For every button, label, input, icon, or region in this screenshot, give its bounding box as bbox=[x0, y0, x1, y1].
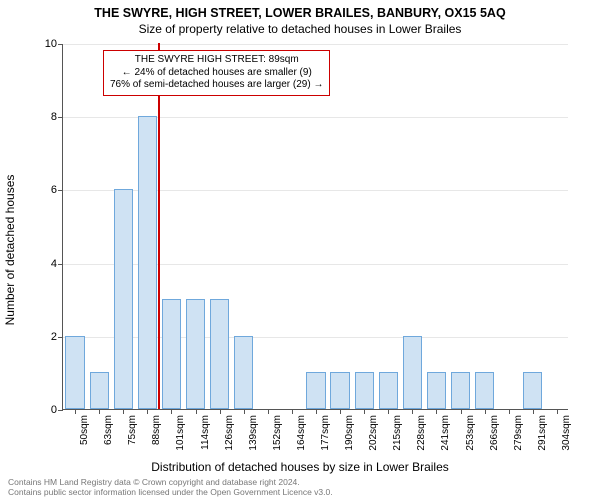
chart-title-main: THE SWYRE, HIGH STREET, LOWER BRAILES, B… bbox=[0, 0, 600, 20]
x-tick-mark bbox=[220, 409, 221, 414]
x-tick-label: 215sqm bbox=[392, 415, 403, 451]
bar bbox=[114, 189, 133, 409]
x-tick-mark bbox=[364, 409, 365, 414]
x-tick-label: 202sqm bbox=[368, 415, 379, 451]
bar bbox=[451, 372, 470, 409]
bar bbox=[210, 299, 229, 409]
x-tick-label: 75sqm bbox=[127, 415, 138, 445]
x-tick-mark bbox=[268, 409, 269, 414]
y-tick-mark bbox=[58, 190, 63, 191]
x-tick-label: 164sqm bbox=[296, 415, 307, 451]
y-tick-label: 2 bbox=[51, 331, 57, 343]
bar bbox=[355, 372, 374, 409]
x-tick-label: 152sqm bbox=[272, 415, 283, 451]
x-axis-label: Distribution of detached houses by size … bbox=[151, 460, 449, 474]
y-tick-mark bbox=[58, 44, 63, 45]
x-tick-mark bbox=[509, 409, 510, 414]
x-tick-mark bbox=[533, 409, 534, 414]
y-tick-mark bbox=[58, 337, 63, 338]
x-tick-mark bbox=[436, 409, 437, 414]
x-tick-mark bbox=[171, 409, 172, 414]
y-tick-label: 6 bbox=[51, 184, 57, 196]
bar bbox=[65, 336, 84, 409]
bar bbox=[306, 372, 325, 409]
x-tick-label: 304sqm bbox=[561, 415, 572, 451]
y-tick-label: 4 bbox=[51, 258, 57, 270]
x-tick-mark bbox=[388, 409, 389, 414]
chart-container: THE SWYRE, HIGH STREET, LOWER BRAILES, B… bbox=[0, 0, 600, 500]
x-tick-mark bbox=[292, 409, 293, 414]
x-tick-mark bbox=[412, 409, 413, 414]
x-tick-mark bbox=[147, 409, 148, 414]
x-tick-label: 291sqm bbox=[537, 415, 548, 451]
bar bbox=[403, 336, 422, 409]
bar bbox=[138, 116, 157, 409]
chart-subtitle: Size of property relative to detached ho… bbox=[0, 20, 600, 36]
annotation-box: THE SWYRE HIGH STREET: 89sqm← 24% of det… bbox=[103, 50, 330, 96]
plot-area: 024681050sqm63sqm75sqm88sqm101sqm114sqm1… bbox=[62, 44, 568, 410]
y-tick-mark bbox=[58, 117, 63, 118]
x-tick-label: 253sqm bbox=[465, 415, 476, 451]
x-tick-label: 228sqm bbox=[416, 415, 427, 451]
x-tick-label: 279sqm bbox=[513, 415, 524, 451]
bar bbox=[427, 372, 446, 409]
y-tick-mark bbox=[58, 410, 63, 411]
bar bbox=[186, 299, 205, 409]
x-tick-label: 88sqm bbox=[151, 415, 162, 445]
x-tick-label: 177sqm bbox=[320, 415, 331, 451]
x-tick-mark bbox=[461, 409, 462, 414]
bar bbox=[330, 372, 349, 409]
x-tick-mark bbox=[244, 409, 245, 414]
x-tick-mark bbox=[340, 409, 341, 414]
x-tick-label: 63sqm bbox=[103, 415, 114, 445]
annotation-smaller: ← 24% of detached houses are smaller (9) bbox=[110, 67, 323, 80]
x-tick-mark bbox=[485, 409, 486, 414]
x-tick-mark bbox=[123, 409, 124, 414]
y-axis-label: Number of detached houses bbox=[3, 175, 17, 326]
y-tick-label: 8 bbox=[51, 111, 57, 123]
x-tick-mark bbox=[316, 409, 317, 414]
x-tick-mark bbox=[99, 409, 100, 414]
footer-line2: Contains public sector information licen… bbox=[8, 488, 333, 498]
x-tick-mark bbox=[196, 409, 197, 414]
bar bbox=[379, 372, 398, 409]
annotation-larger: 76% of semi-detached houses are larger (… bbox=[110, 79, 323, 92]
bar bbox=[475, 372, 494, 409]
x-tick-mark bbox=[75, 409, 76, 414]
x-tick-label: 266sqm bbox=[489, 415, 500, 451]
gridline bbox=[63, 44, 568, 45]
x-tick-label: 50sqm bbox=[79, 415, 90, 445]
bar bbox=[90, 372, 109, 409]
bar bbox=[523, 372, 542, 409]
x-tick-label: 114sqm bbox=[200, 415, 211, 450]
x-tick-label: 241sqm bbox=[440, 415, 451, 451]
x-tick-label: 126sqm bbox=[224, 415, 235, 451]
y-tick-label: 0 bbox=[51, 404, 57, 416]
x-tick-label: 139sqm bbox=[248, 415, 259, 451]
footer-attribution: Contains HM Land Registry data © Crown c… bbox=[8, 478, 333, 498]
annotation-subject: THE SWYRE HIGH STREET: 89sqm bbox=[110, 54, 323, 67]
bar bbox=[162, 299, 181, 409]
x-tick-mark bbox=[557, 409, 558, 414]
y-tick-label: 10 bbox=[45, 38, 57, 50]
x-tick-label: 190sqm bbox=[344, 415, 355, 451]
y-tick-mark bbox=[58, 264, 63, 265]
bar bbox=[234, 336, 253, 409]
subject-marker-line bbox=[158, 43, 160, 409]
x-tick-label: 101sqm bbox=[175, 415, 186, 451]
